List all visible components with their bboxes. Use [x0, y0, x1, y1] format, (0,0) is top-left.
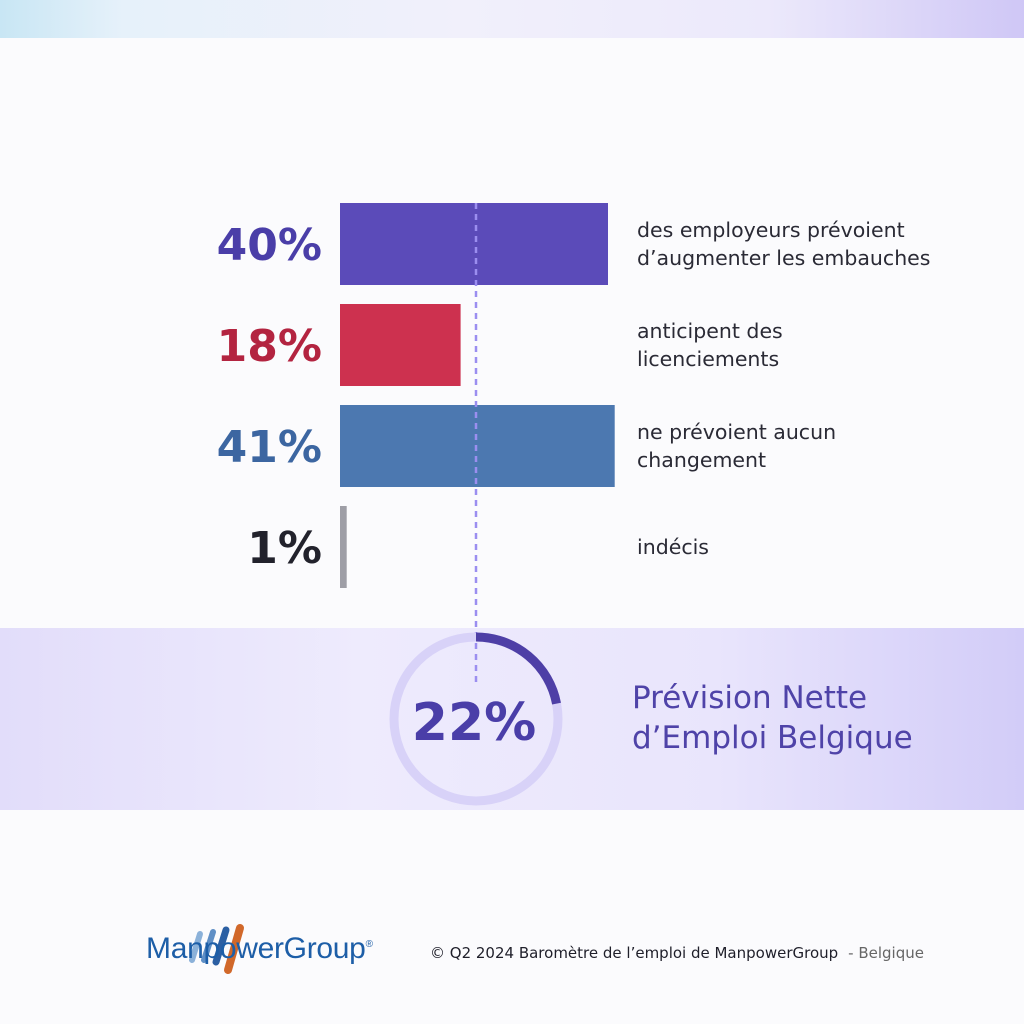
footer-credit: © Q2 2024 Baromètre de l’emploi de Manpo… [430, 944, 924, 962]
bars-layer: 40% des employeurs prévoient d’augmenter l… [217, 203, 930, 588]
value-label-2: 18% [217, 321, 322, 372]
net-forecast-value: 22% [412, 693, 536, 753]
net-forecast-title: Prévision Nette d’Emploi Belgique [632, 678, 1012, 758]
credit-country: - Belgique [848, 944, 924, 962]
brand-wordmark: ManpowerGroup® [146, 932, 373, 966]
category-label-2-line-2: licenciements [637, 347, 779, 371]
brand-name: ManpowerGroup [146, 932, 366, 965]
value-label-3: 41% [217, 422, 322, 473]
category-label-1-line-1: des employeurs prévoient [637, 218, 905, 242]
brand-registered-mark: ® [365, 939, 373, 950]
bar-3 [340, 405, 615, 487]
value-label-1: 40% [217, 220, 322, 271]
value-label-4: 1% [247, 523, 322, 574]
net-forecast-title-line2: d’Emploi Belgique [632, 720, 913, 756]
category-label-3-line-2: changement [637, 448, 766, 472]
manpower-logo-icon [189, 924, 244, 974]
bar-1 [340, 203, 608, 285]
credit-text: © Q2 2024 Baromètre de l’emploi de Manpo… [430, 944, 839, 962]
category-label-2-line-1: anticipent des [637, 319, 783, 343]
bar-4 [340, 506, 347, 588]
top-gradient-strip [0, 0, 1024, 38]
net-forecast-ring: 22% [389, 632, 563, 806]
category-label-3-line-1: ne prévoient aucun [637, 420, 836, 444]
net-forecast-band [0, 628, 1024, 810]
net-forecast-title-line1: Prévision Nette [632, 680, 868, 716]
ring-progress-arc [475, 632, 561, 705]
category-label-1-line-2: d’augmenter les embauches [637, 246, 930, 270]
bar-2 [340, 304, 461, 386]
category-label-4-line-1: indécis [637, 535, 709, 559]
